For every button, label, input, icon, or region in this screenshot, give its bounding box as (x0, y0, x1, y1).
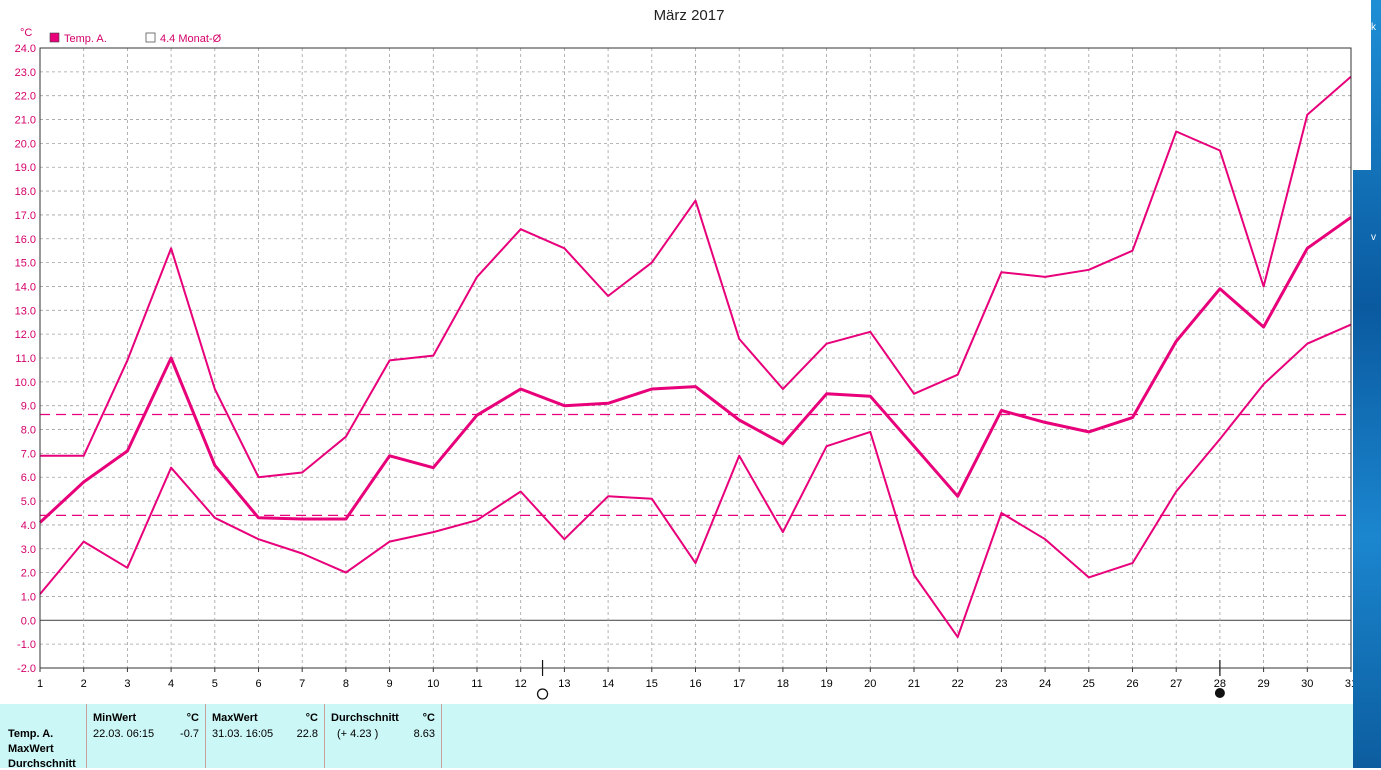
y-tick-label: 22.0 (15, 91, 36, 103)
x-tick-label: 10 (427, 678, 439, 690)
x-tick-label: 17 (733, 678, 745, 690)
stats-row-label-avg: Durchschnitt (8, 758, 76, 770)
y-tick-label: 14.0 (15, 281, 36, 293)
min-value: -0.7 (180, 728, 199, 740)
min-header: MinWert (93, 712, 137, 724)
stats-row-label-temp: Temp. A. (8, 728, 54, 740)
legend-label-temp: Temp. A. (64, 33, 107, 45)
x-tick-label: 22 (952, 678, 964, 690)
y-tick-label: 19.0 (15, 162, 36, 174)
x-tick-label: 31 (1345, 678, 1353, 690)
y-tick-label: 21.0 (15, 115, 36, 127)
full-moon-icon (536, 688, 549, 700)
legend-label-month: 4.4 Monat-Ø (160, 33, 222, 45)
y-tick-label: 24.0 (15, 43, 36, 55)
x-tick-label: 13 (558, 678, 570, 690)
x-tick-label: 12 (515, 678, 527, 690)
max-time: 31.03. 16:05 (212, 728, 274, 740)
x-tick-label: 5 (212, 678, 218, 690)
x-tick-label: 18 (777, 678, 789, 690)
x-tick-label: 11 (471, 678, 482, 690)
y-tick-label: 0.0 (21, 615, 36, 627)
max-value: 22.8 (296, 728, 318, 740)
max-header: MaxWert (212, 712, 258, 724)
y-tick-label: 12.0 (15, 329, 36, 341)
y-tick-label: -2.0 (17, 663, 36, 675)
stats-col-max: MaxWert °C 31.03. 16:05 22.8 (206, 704, 325, 768)
series-line-min (39, 323, 1352, 638)
x-tick-label: 15 (646, 678, 658, 690)
stats-col-min: MinWert °C 22.03. 06:15 -0.7 (87, 704, 206, 768)
x-tick-label: 3 (124, 678, 130, 690)
series-line-mean (38, 216, 1352, 524)
x-tick-label: 6 (255, 678, 261, 690)
y-tick-label: 7.0 (21, 448, 36, 460)
edge-label-2: v (1371, 232, 1376, 243)
x-tick-label: 30 (1301, 678, 1313, 690)
avg-deviation: (+ 4.23 ) (337, 728, 379, 740)
edge-label-1: k (1371, 22, 1376, 33)
legend-swatch-month (145, 32, 156, 43)
y-tick-label: 20.0 (15, 138, 36, 150)
y-tick-label: 10.0 (15, 377, 36, 389)
y-tick-label: 11.0 (15, 353, 36, 365)
max-unit: °C (305, 712, 318, 724)
y-tick-label: 3.0 (21, 544, 36, 556)
x-tick-label: 25 (1083, 678, 1095, 690)
y-tick-label: 17.0 (15, 210, 36, 222)
x-tick-label: 24 (1039, 678, 1051, 690)
x-tick-label: 14 (602, 678, 614, 690)
y-tick-label: 2.0 (21, 568, 36, 580)
y-tick-label: 23.0 (15, 67, 36, 79)
x-tick-label: 19 (820, 678, 832, 690)
x-tick-label: 2 (81, 678, 87, 690)
x-tick-label: 1 (37, 678, 43, 690)
avg-value: 8.63 (413, 728, 435, 740)
min-time: 22.03. 06:15 (93, 728, 155, 740)
y-tick-label: -1.0 (17, 639, 36, 651)
y-tick-label: 8.0 (21, 425, 36, 437)
x-tick-label: 4 (168, 678, 174, 690)
x-tick-label: 7 (299, 678, 305, 690)
stats-row-label-max: MaxWert (8, 743, 54, 755)
avg-header: Durchschnitt (331, 712, 399, 724)
min-unit: °C (186, 712, 199, 724)
y-unit-label: °C (20, 27, 32, 39)
y-tick-label: 6.0 (21, 472, 36, 484)
legend-swatch-temp (49, 32, 60, 43)
y-tick-label: 9.0 (21, 401, 36, 413)
y-tick-label: 13.0 (15, 305, 36, 317)
temperature-chart: März 2017 °C Temp. A. 4.4 Monat-Ø 24.023… (15, 7, 1353, 700)
stats-panel: Temp. A. MaxWert Durchschnitt MinWert °C… (0, 704, 1353, 770)
x-tick-label: 9 (387, 678, 393, 690)
y-tick-label: 15.0 (15, 258, 36, 270)
stats-col-avg: Durchschnitt °C (+ 4.23 ) 8.63 (325, 704, 442, 768)
y-tick-label: 16.0 (15, 234, 36, 246)
y-tick-label: 4.0 (21, 520, 36, 532)
x-tick-label: 26 (1126, 678, 1138, 690)
chart-title: März 2017 (654, 7, 725, 24)
avg-unit: °C (422, 712, 435, 724)
series-line-max (40, 75, 1352, 479)
x-tick-label: 27 (1170, 678, 1182, 690)
x-tick-label: 16 (689, 678, 701, 690)
y-tick-label: 1.0 (21, 591, 36, 603)
y-tick-label: 5.0 (21, 496, 36, 508)
x-tick-label: 28 (1214, 678, 1226, 690)
x-tick-label: 8 (343, 678, 349, 690)
x-tick-label: 21 (908, 678, 920, 690)
desktop-edge: k v (1353, 0, 1381, 768)
x-tick-label: 20 (864, 678, 876, 690)
x-tick-label: 29 (1257, 678, 1269, 690)
y-tick-label: 18.0 (15, 186, 36, 198)
plot-frame (39, 47, 1352, 669)
new-moon-icon (1214, 688, 1225, 698)
x-tick-label: 23 (995, 678, 1007, 690)
